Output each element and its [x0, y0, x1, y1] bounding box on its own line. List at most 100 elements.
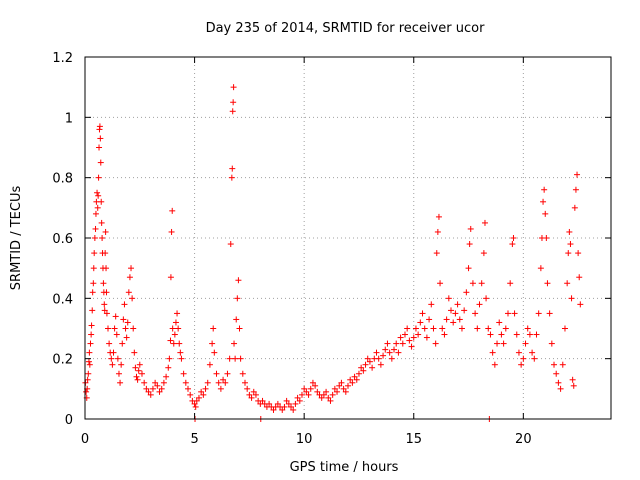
- data-point: [570, 382, 577, 389]
- data-point: [129, 295, 136, 302]
- data-point: [456, 316, 463, 323]
- grid: [85, 57, 611, 419]
- data-point: [463, 289, 470, 296]
- data-point: [88, 331, 95, 338]
- data-point: [314, 388, 321, 395]
- data-point: [86, 349, 93, 356]
- data-point: [97, 159, 104, 166]
- data-point: [369, 364, 376, 371]
- data-point: [541, 186, 548, 193]
- data-point: [307, 385, 314, 392]
- data-point: [96, 123, 103, 130]
- data-point: [145, 388, 152, 395]
- data-point: [373, 349, 380, 356]
- data-point: [537, 265, 544, 272]
- data-point: [551, 361, 558, 368]
- data-point: [515, 349, 522, 356]
- data-point: [182, 379, 189, 386]
- data-point: [131, 349, 138, 356]
- data-point: [103, 310, 110, 317]
- data-point: [412, 325, 419, 332]
- data-point: [283, 397, 290, 404]
- data-point: [98, 198, 105, 205]
- data-point: [364, 355, 371, 362]
- data-point: [419, 310, 426, 317]
- data-point: [100, 280, 107, 287]
- data-point: [118, 361, 125, 368]
- data-point: [450, 319, 457, 326]
- data-point: [465, 265, 472, 272]
- data-point: [86, 361, 93, 368]
- data-point: [510, 235, 517, 241]
- data-point: [204, 379, 211, 386]
- data-point: [239, 370, 246, 377]
- data-point: [95, 174, 102, 181]
- data-point: [113, 331, 120, 338]
- data-point: [461, 307, 468, 314]
- data-point: [172, 319, 179, 326]
- data-point: [543, 235, 550, 241]
- data-point: [380, 352, 387, 359]
- data-point: [227, 241, 234, 248]
- data-point: [158, 385, 165, 392]
- data-point: [574, 171, 581, 178]
- data-point: [448, 307, 455, 314]
- data-point: [434, 228, 441, 235]
- data-point: [577, 301, 584, 308]
- data-point: [290, 406, 297, 413]
- data-point: [217, 385, 224, 392]
- data-point: [192, 403, 199, 410]
- data-point: [99, 235, 106, 241]
- data-point: [524, 325, 531, 332]
- data-point: [121, 301, 128, 308]
- data-point: [437, 280, 444, 287]
- data-point: [529, 349, 536, 356]
- y-tick-label: 0.8: [52, 172, 73, 187]
- data-point: [421, 325, 428, 332]
- data-point: [410, 334, 417, 341]
- data-point: [132, 364, 139, 371]
- data-point: [174, 310, 181, 317]
- data-point: [292, 400, 299, 407]
- data-point: [209, 340, 216, 347]
- y-tick-label: 0.6: [52, 232, 73, 247]
- data-point: [285, 400, 292, 407]
- data-point: [553, 370, 560, 377]
- data-point: [452, 310, 459, 317]
- data-point: [433, 250, 440, 257]
- data-point: [222, 379, 229, 386]
- data-point: [301, 385, 308, 392]
- data-point: [171, 331, 178, 338]
- data-point: [500, 340, 507, 347]
- data-point: [526, 331, 533, 338]
- data-point: [147, 391, 154, 398]
- data-point: [215, 379, 222, 386]
- data-point: [220, 376, 227, 383]
- data-point: [485, 325, 492, 332]
- data-point: [193, 397, 200, 404]
- data-point: [309, 379, 316, 386]
- data-point: [195, 394, 202, 401]
- data-point: [202, 385, 209, 392]
- chart-title: Day 235 of 2014, SRMTID for receiver uco…: [206, 21, 486, 36]
- data-point: [237, 355, 244, 362]
- data-point: [102, 228, 109, 235]
- data-point: [126, 274, 133, 281]
- data-point: [112, 313, 119, 320]
- data-point: [138, 370, 145, 377]
- data-point: [298, 391, 305, 398]
- data-point: [274, 400, 281, 407]
- data-point: [564, 280, 571, 287]
- data-point: [533, 331, 540, 338]
- data-point: [507, 280, 514, 287]
- data-point: [522, 340, 529, 347]
- data-point: [232, 355, 239, 362]
- data-point: [120, 316, 127, 323]
- data-point: [154, 382, 161, 389]
- data-point: [102, 250, 109, 257]
- data-point: [133, 373, 140, 380]
- data-point: [399, 340, 406, 347]
- data-point: [224, 370, 231, 377]
- data-point: [229, 108, 236, 115]
